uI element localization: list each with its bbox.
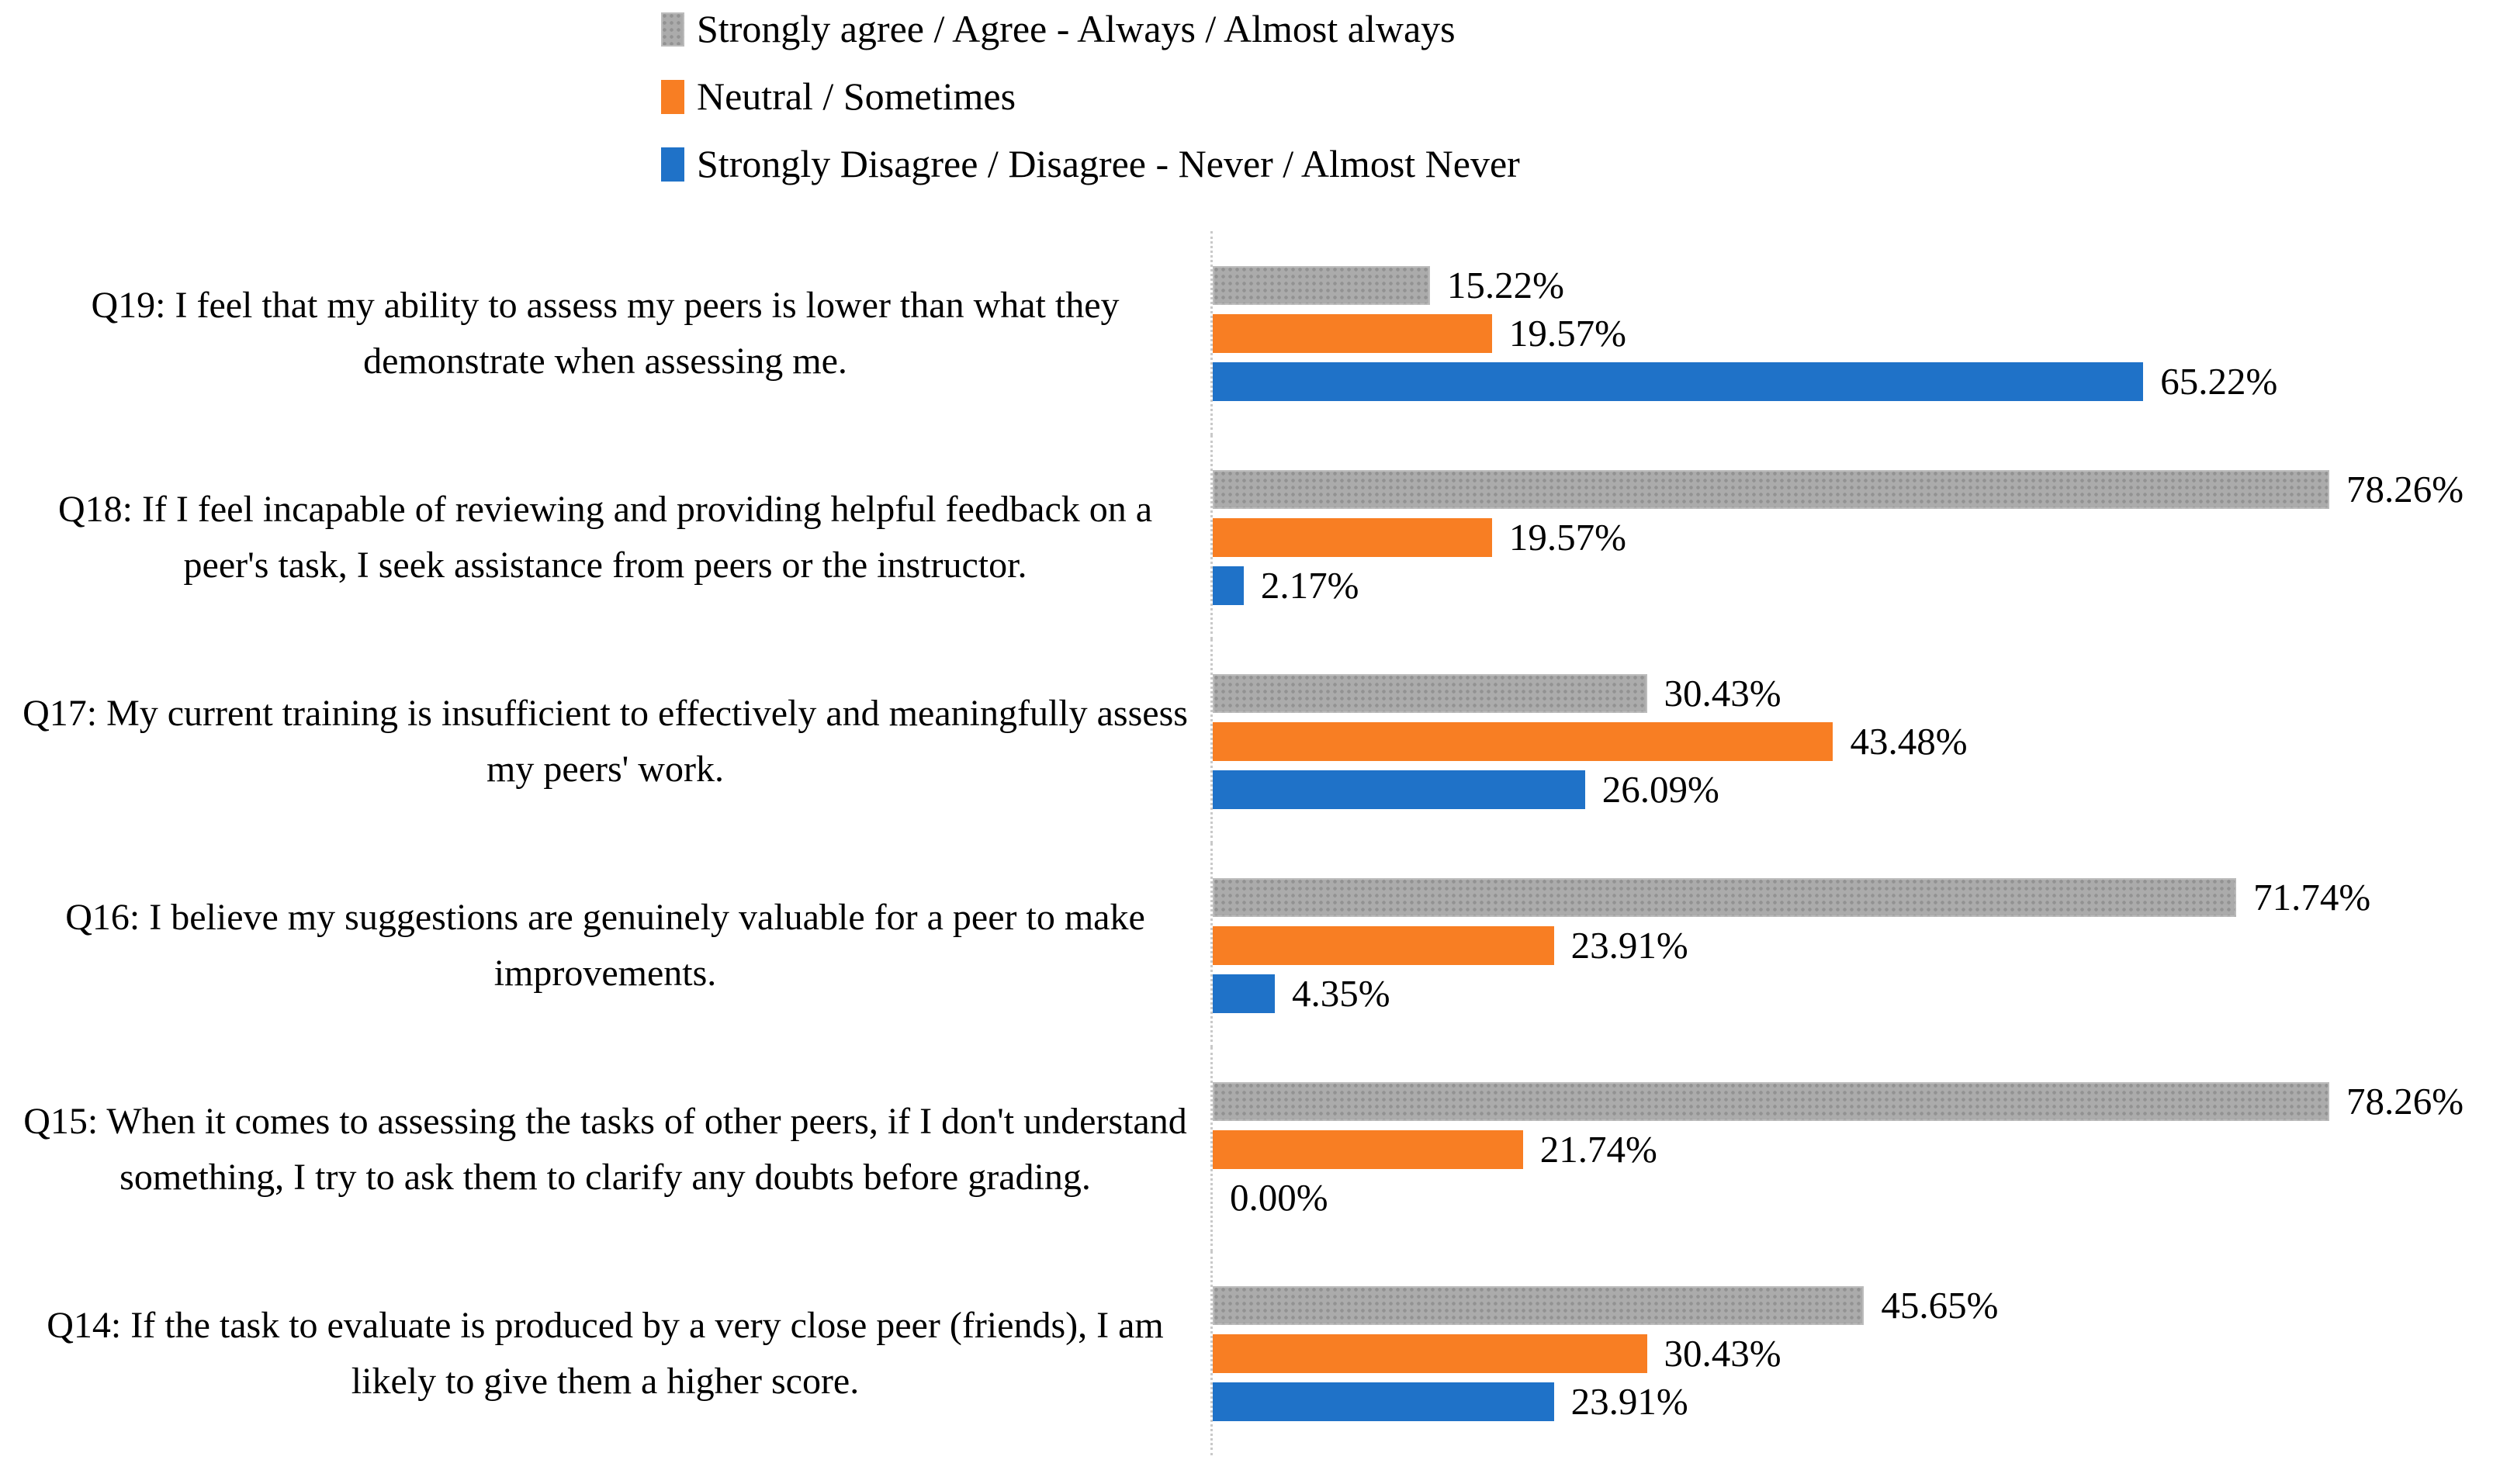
bar-value-label: 30.43%: [1664, 1332, 1781, 1375]
bar-line: 65.22%: [1213, 360, 2487, 403]
bar-group-q16: 71.74% 23.91% 4.35%: [1210, 843, 2493, 1047]
legend-swatch-agree-icon: [661, 12, 684, 47]
bar-q16-disagree: [1213, 974, 1275, 1013]
bar-line: 71.74%: [1213, 876, 2487, 918]
bar-value-label: 4.35%: [1291, 972, 1390, 1015]
bar-q17-disagree: [1213, 770, 1585, 809]
bar-group-q19: 15.22% 19.57% 65.22%: [1210, 231, 2493, 435]
bar-value-label: 19.57%: [1508, 312, 1626, 355]
bar-value-label: 21.74%: [1539, 1128, 1657, 1171]
bar-q19-disagree: [1213, 361, 2144, 401]
bar-q17-agree: [1213, 673, 1647, 713]
bar-q19-agree: [1213, 265, 1430, 305]
bar-line: 78.26%: [1213, 1080, 2487, 1123]
bar-value-label: 78.26%: [2346, 468, 2464, 510]
bar-value-label: 0.00%: [1230, 1176, 1328, 1219]
bar-value-label: 78.26%: [2346, 1080, 2464, 1123]
bar-line: 21.74%: [1213, 1128, 2487, 1171]
bar-q15-agree: [1213, 1081, 2329, 1121]
bar-line: 19.57%: [1213, 516, 2487, 559]
bar-q19-neutral: [1213, 313, 1492, 353]
bar-q14-disagree: [1213, 1382, 1554, 1421]
bar-value-label: 43.48%: [1850, 720, 1968, 763]
question-row-q15: Q15: When it comes to assessing the task…: [0, 1047, 2493, 1251]
bar-q14-agree: [1213, 1285, 1865, 1325]
bar-line: 43.48%: [1213, 720, 2487, 763]
bar-line: 19.57%: [1213, 312, 2487, 355]
bar-q16-agree: [1213, 877, 2237, 917]
question-label-q17: Q17: My current training is insufficient…: [23, 692, 1188, 790]
question-row-q18: Q18: If I feel incapable of reviewing an…: [0, 435, 2493, 639]
bar-q18-agree: [1213, 469, 2329, 509]
bar-q14-neutral: [1213, 1334, 1647, 1373]
legend-label-agree: Strongly agree / Agree - Always / Almost…: [697, 7, 1456, 50]
bar-group-q15: 78.26% 21.74% 0.00%: [1210, 1047, 2493, 1251]
bar-line: 0.00%: [1213, 1176, 2487, 1219]
bar-value-label: 65.22%: [2160, 360, 2278, 403]
legend-item-disagree: Strongly Disagree / Disagree - Never / A…: [661, 143, 1520, 185]
legend-label-disagree: Strongly Disagree / Disagree - Never / A…: [697, 142, 1520, 185]
legend-item-agree: Strongly agree / Agree - Always / Almost…: [661, 8, 1520, 50]
bar-value-label: 26.09%: [1601, 768, 1719, 811]
bar-q16-neutral: [1213, 925, 1554, 965]
bar-q18-neutral: [1213, 517, 1492, 557]
bar-value-label: 2.17%: [1260, 564, 1359, 607]
bar-q17-neutral: [1213, 721, 1833, 761]
question-label-q15: Q15: When it comes to assessing the task…: [23, 1100, 1187, 1198]
question-label-q16: Q16: I believe my suggestions are genuin…: [65, 896, 1145, 994]
bar-line: 15.22%: [1213, 264, 2487, 306]
bar-q15-neutral: [1213, 1129, 1523, 1169]
bar-line: 23.91%: [1213, 924, 2487, 967]
bar-value-label: 23.91%: [1570, 1380, 1688, 1423]
bar-value-label: 71.74%: [2253, 876, 2371, 918]
legend-item-neutral: Neutral / Sometimes: [661, 75, 1520, 118]
question-label-q18: Q18: If I feel incapable of reviewing an…: [57, 488, 1153, 586]
bar-line: 23.91%: [1213, 1380, 2487, 1423]
bar-value-label: 45.65%: [1881, 1284, 1999, 1327]
bar-line: 45.65%: [1213, 1284, 2487, 1327]
bar-group-q17: 30.43% 43.48% 26.09%: [1210, 639, 2493, 843]
bar-group-q14: 45.65% 30.43% 23.91%: [1210, 1251, 2493, 1455]
bar-line: 4.35%: [1213, 972, 2487, 1015]
legend-label-neutral: Neutral / Sometimes: [697, 74, 1016, 118]
bar-q18-disagree: [1213, 566, 1244, 605]
bar-line: 30.43%: [1213, 1332, 2487, 1375]
question-row-q16: Q16: I believe my suggestions are genuin…: [0, 843, 2493, 1047]
bar-line: 2.17%: [1213, 564, 2487, 607]
bar-line: 26.09%: [1213, 768, 2487, 811]
question-label-q19: Q19: I feel that my ability to assess my…: [91, 284, 1120, 382]
chart-plot-area: Q19: I feel that my ability to assess my…: [0, 231, 2493, 1455]
chart-legend: Strongly agree / Agree - Always / Almost…: [661, 8, 1520, 185]
legend-swatch-disagree-icon: [661, 147, 684, 182]
bar-value-label: 30.43%: [1664, 672, 1781, 714]
question-row-q17: Q17: My current training is insufficient…: [0, 639, 2493, 843]
bar-value-label: 15.22%: [1446, 264, 1564, 306]
question-row-q19: Q19: I feel that my ability to assess my…: [0, 231, 2493, 435]
bar-line: 30.43%: [1213, 672, 2487, 714]
bar-value-label: 19.57%: [1508, 516, 1626, 559]
question-row-q14: Q14: If the task to evaluate is produced…: [0, 1251, 2493, 1455]
bar-line: 78.26%: [1213, 468, 2487, 510]
question-label-q14: Q14: If the task to evaluate is produced…: [47, 1304, 1164, 1402]
legend-swatch-neutral-icon: [661, 79, 684, 114]
bar-value-label: 23.91%: [1570, 924, 1688, 967]
bar-group-q18: 78.26% 19.57% 2.17%: [1210, 435, 2493, 639]
